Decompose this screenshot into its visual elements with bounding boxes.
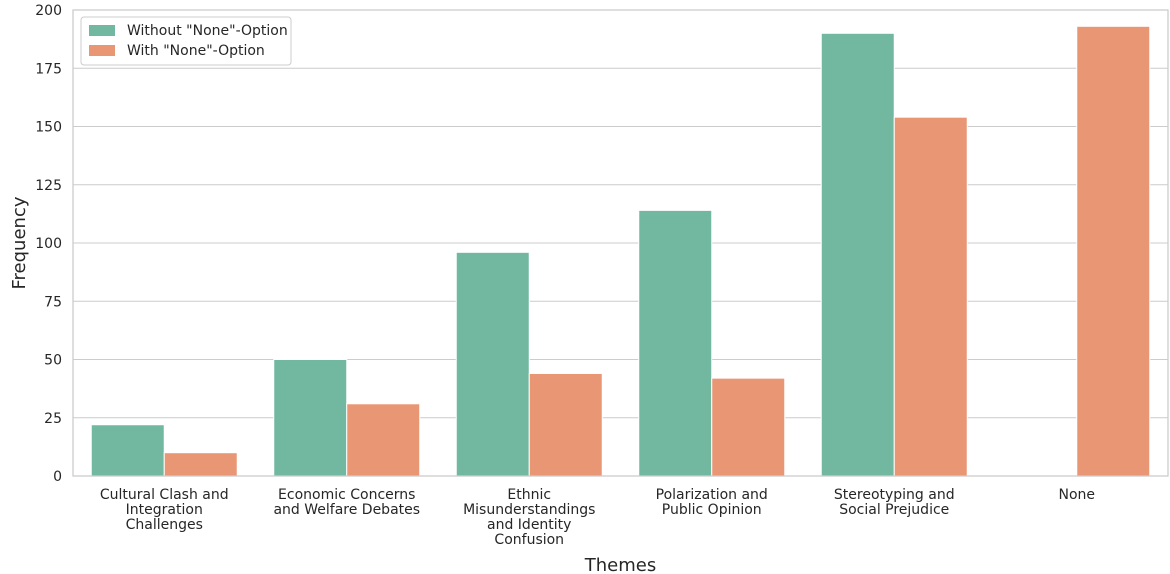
x-tick-label-line: and Welfare Debates [273, 502, 420, 518]
x-tick-label: Ethnic Misunderstandings and Identity Confu… [463, 487, 595, 548]
x-axis-title: Themes [584, 555, 656, 574]
legend-label: With "None"-Option [127, 43, 265, 59]
legend-swatch [89, 45, 115, 56]
y-tick-label: 0 [53, 469, 62, 485]
bar [346, 403, 421, 477]
plot-frame [72, 9, 1169, 477]
legend: Without "None"-Option With "None"-Option [80, 16, 292, 66]
bar [893, 116, 968, 477]
y-tick-label: 150 [35, 120, 62, 136]
y-axis-title: Frequency [9, 196, 30, 289]
bar [163, 452, 238, 477]
legend-label: Without "None"-Option [127, 23, 288, 39]
x-tick-label-line: Cultural Clash and [100, 487, 229, 503]
bar [820, 32, 895, 477]
x-tick-label-line: None [1058, 487, 1095, 503]
bar [528, 372, 603, 477]
x-tick-label-line: Confusion [494, 532, 564, 548]
x-tick-label-line: Misunderstandings [463, 502, 595, 518]
y-tick-label: 200 [35, 3, 62, 19]
bar [273, 359, 348, 477]
x-tick-label: Stereotyping and Social Prejudice [834, 487, 955, 518]
bar [90, 424, 165, 477]
legend-swatch [89, 25, 115, 36]
bar [711, 377, 786, 477]
grid-lines [73, 9, 1168, 477]
y-axis-ticks: 0 25 50 75 100 125 150 175 200 [35, 3, 62, 485]
y-tick-label: 50 [44, 353, 62, 369]
bar [455, 251, 530, 477]
x-tick-label: Cultural Clash and Integration Challenges [100, 487, 229, 533]
y-tick-label: 25 [44, 411, 62, 427]
plot-border [72, 9, 1169, 477]
x-tick-label: Economic Concerns and Welfare Debates [273, 487, 420, 518]
x-tick-label-line: Integration [126, 502, 203, 518]
x-tick-label-line: Stereotyping and [834, 487, 955, 503]
x-tick-label: None [1058, 487, 1095, 503]
x-tick-label-line: and Identity [487, 517, 571, 533]
legend-box [80, 16, 292, 66]
x-tick-label-line: Public Opinion [662, 502, 762, 518]
x-tick-label-line: Challenges [126, 517, 203, 533]
x-tick-label: Polarization and Public Opinion [656, 487, 768, 518]
x-tick-label-line: Economic Concerns [278, 487, 415, 503]
bar [1076, 25, 1151, 477]
x-tick-label-line: Social Prejudice [839, 502, 949, 518]
bar [638, 209, 713, 477]
x-tick-label-line: Polarization and [656, 487, 768, 503]
y-tick-label: 100 [35, 236, 62, 252]
y-tick-label: 75 [44, 294, 62, 310]
x-axis-ticks: Cultural Clash and Integration Challenges E… [100, 487, 1095, 548]
bars [90, 25, 1151, 477]
y-tick-label: 125 [35, 178, 62, 194]
x-tick-label-line: Ethnic [507, 487, 551, 503]
y-tick-label: 175 [35, 61, 62, 77]
